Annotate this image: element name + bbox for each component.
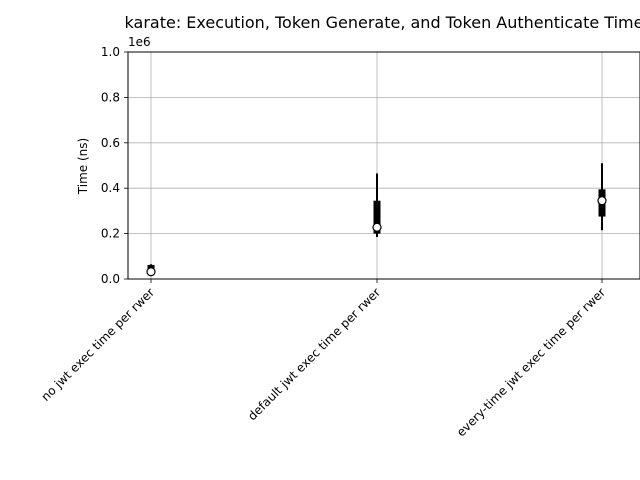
median-point <box>372 222 382 232</box>
y-axis-multiplier: 1e6 <box>128 35 151 49</box>
median-point <box>597 196 607 206</box>
y-tick-label: 0.6 <box>101 136 120 150</box>
marks-layer <box>146 163 607 277</box>
box <box>373 200 381 234</box>
y-tick-label: 0.0 <box>101 272 120 286</box>
y-tick-label: 0.4 <box>101 181 120 195</box>
y-axis-label: Time (ns) <box>76 138 90 195</box>
chart-title: karate: Execution, Token Generate, and T… <box>125 13 640 32</box>
y-tick-label: 1.0 <box>101 45 120 59</box>
median-point <box>146 267 156 277</box>
plot-frame <box>127 51 640 280</box>
y-tick-label: 0.8 <box>101 90 120 104</box>
y-tick-label: 0.2 <box>101 227 120 241</box>
